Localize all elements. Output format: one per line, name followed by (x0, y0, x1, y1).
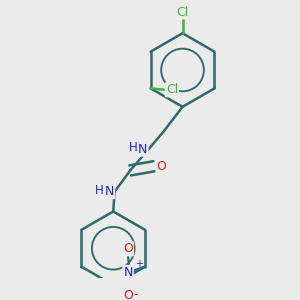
Text: O: O (123, 242, 133, 255)
Text: Cl: Cl (176, 5, 189, 19)
Text: H: H (129, 141, 137, 154)
Text: O: O (156, 160, 166, 173)
Text: -: - (133, 288, 138, 300)
Text: O: O (123, 289, 133, 300)
Text: N: N (123, 266, 133, 279)
Text: N: N (105, 185, 114, 198)
Text: +: + (135, 259, 142, 269)
Text: H: H (95, 184, 103, 197)
Text: Cl: Cl (166, 83, 178, 96)
Text: N: N (138, 143, 148, 156)
